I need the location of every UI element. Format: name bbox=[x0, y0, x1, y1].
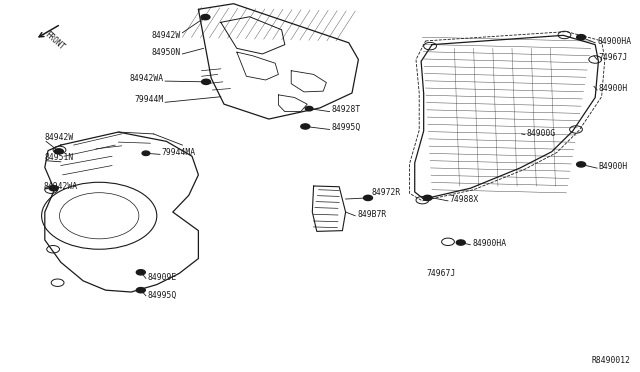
Circle shape bbox=[301, 124, 310, 129]
Text: 74967J: 74967J bbox=[598, 53, 628, 62]
Text: 79944MA: 79944MA bbox=[161, 148, 195, 157]
Text: 84995Q: 84995Q bbox=[332, 122, 361, 131]
Circle shape bbox=[202, 79, 211, 84]
Text: 84909E: 84909E bbox=[147, 273, 177, 282]
Text: 849B7R: 849B7R bbox=[357, 209, 387, 218]
Text: 84972R: 84972R bbox=[371, 188, 401, 197]
Text: 84942WA: 84942WA bbox=[129, 74, 163, 83]
Text: 84900HA: 84900HA bbox=[597, 37, 631, 46]
Text: R8490012: R8490012 bbox=[591, 356, 630, 365]
Text: 74988X: 74988X bbox=[450, 195, 479, 203]
Text: 84951N: 84951N bbox=[45, 153, 74, 162]
Circle shape bbox=[423, 195, 432, 201]
Circle shape bbox=[364, 195, 372, 201]
Text: 84900H: 84900H bbox=[598, 84, 628, 93]
Circle shape bbox=[456, 240, 465, 245]
Text: 84942W: 84942W bbox=[45, 133, 74, 142]
Circle shape bbox=[54, 149, 63, 154]
Text: FRONT: FRONT bbox=[43, 30, 66, 52]
Text: 74967J: 74967J bbox=[427, 269, 456, 278]
Text: 84995Q: 84995Q bbox=[147, 291, 177, 299]
Circle shape bbox=[201, 15, 210, 20]
Text: 84942WA: 84942WA bbox=[44, 182, 77, 190]
Text: 84900G: 84900G bbox=[526, 129, 556, 138]
Circle shape bbox=[577, 35, 586, 40]
Text: B4900H: B4900H bbox=[598, 162, 628, 171]
Circle shape bbox=[49, 186, 58, 191]
Circle shape bbox=[142, 151, 150, 155]
Circle shape bbox=[136, 288, 145, 293]
Circle shape bbox=[305, 106, 313, 111]
Text: 84950N: 84950N bbox=[151, 48, 180, 57]
Text: 84900HA: 84900HA bbox=[472, 239, 506, 248]
Text: 79944M: 79944M bbox=[134, 95, 163, 104]
Circle shape bbox=[136, 270, 145, 275]
Circle shape bbox=[577, 162, 586, 167]
Text: 84942W: 84942W bbox=[151, 31, 180, 40]
Text: 84928T: 84928T bbox=[332, 105, 361, 113]
